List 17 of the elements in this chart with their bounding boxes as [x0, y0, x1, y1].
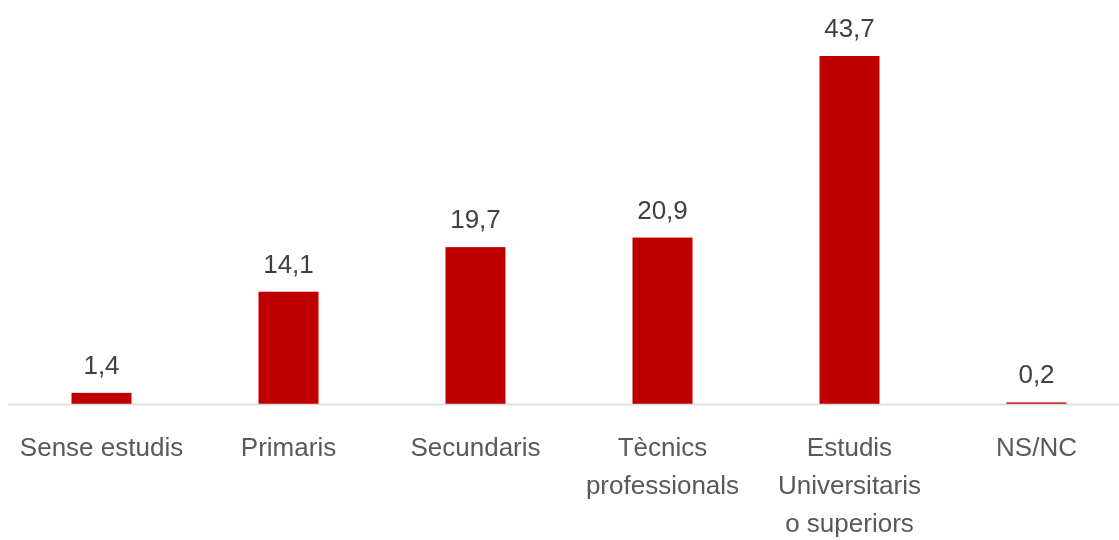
x-tick-label: Primaris: [240, 432, 337, 462]
x-tick-label: Secundaris: [410, 432, 541, 462]
data-label: 43,7: [824, 13, 875, 43]
data-label: 20,9: [637, 194, 688, 225]
x-tick-label: NS/NC: [996, 432, 1077, 462]
bar: [445, 247, 506, 404]
bar: [819, 56, 880, 404]
data-label: 19,7: [450, 204, 501, 235]
data-label: 14,1: [263, 248, 314, 279]
x-tick-label: Tècnics professionals: [585, 432, 740, 500]
bar: [71, 392, 132, 404]
x-tick-label: Sense estudis: [19, 432, 184, 462]
bar: [258, 291, 319, 404]
data-label: 1,4: [83, 349, 120, 380]
data-label: 0,2: [1018, 359, 1055, 390]
bar: [632, 237, 693, 404]
x-tick-label: Estudis Universitaris o superiors: [777, 432, 922, 538]
